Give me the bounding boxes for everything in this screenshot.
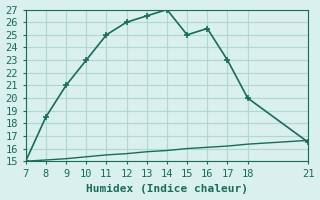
X-axis label: Humidex (Indice chaleur): Humidex (Indice chaleur) bbox=[86, 184, 248, 194]
